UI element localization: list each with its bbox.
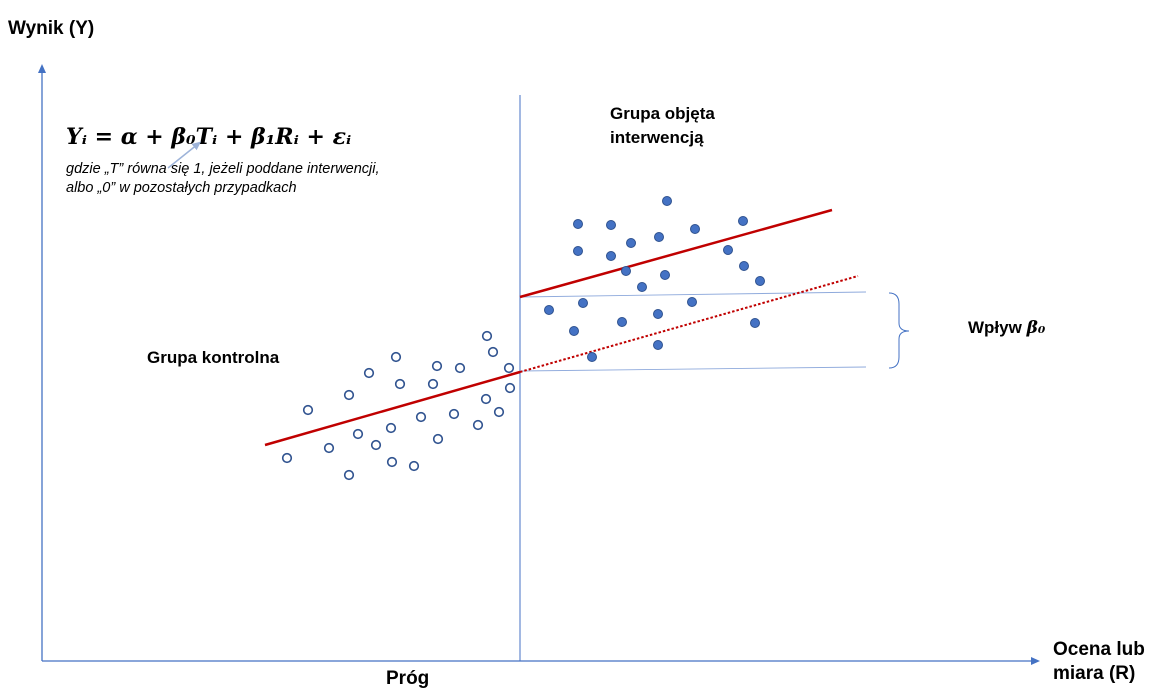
treated-point [653,309,663,319]
treated-regression-line [519,208,833,299]
control-point [386,456,398,468]
control-group-label: Grupa kontrolna [147,348,280,367]
impact-guide-upper [519,291,867,298]
control-point [281,452,293,464]
treated-point [750,318,760,328]
control-point [431,360,443,372]
counterfactual-line [519,275,859,373]
treated-point [569,326,579,336]
control-point [481,330,493,342]
control-point [448,408,460,420]
impact-bracket [888,292,910,369]
control-point [454,362,466,374]
treated-point [739,261,749,271]
control-point [487,346,499,358]
treated-group-label-line2: interwencją [610,128,704,147]
treated-point [544,305,554,315]
control-point [343,469,355,481]
control-point [415,411,427,423]
treated-point [660,270,670,280]
treated-group-label-line1: Grupa objęta [610,104,715,123]
control-point [427,378,439,390]
control-point [480,393,492,405]
y-axis-label: Wynik (Y) [8,18,95,39]
control-point [352,428,364,440]
control-point [504,382,516,394]
control-points [281,330,516,481]
treated-points [544,196,765,362]
control-point [390,351,402,363]
treated-point [617,317,627,327]
treated-point [606,220,616,230]
treated-point [654,232,664,242]
control-point [472,419,484,431]
treated-point [606,251,616,261]
treated-point [662,196,672,206]
treated-point [755,276,765,286]
control-point [503,362,515,374]
treated-point [626,238,636,248]
threshold-label: Próg [386,668,430,689]
control-point [323,442,335,454]
control-point [408,460,420,472]
impact-label-text: Wpływ [968,318,1027,337]
control-point [385,422,397,434]
x-axis-label: Ocena lub miara (R) [1053,638,1145,686]
control-point [363,367,375,379]
control-point [493,406,505,418]
treated-group-label: Grupa objęta interwencją [610,102,810,150]
treated-point [621,266,631,276]
note-arrow [167,141,202,169]
impact-guide-lower [519,366,867,372]
formula-note: gdzie „T” równa się 1, jeżeli poddane in… [66,161,380,196]
treated-point [723,245,733,255]
treated-point [578,298,588,308]
control-point [370,439,382,451]
treated-point [573,219,583,229]
impact-label: Wpływ β₀ [968,318,1045,338]
x-axis-label-line2: miara (R) [1053,663,1136,684]
control-point [343,389,355,401]
treated-point [587,352,597,362]
treated-point [573,246,583,256]
treated-point [690,224,700,234]
treated-point [637,282,647,292]
control-point [432,433,444,445]
x-axis-label-line1: Ocena lub [1053,639,1145,660]
impact-beta-symbol: β₀ [1026,318,1046,338]
treated-point [738,216,748,226]
control-regression-line [264,370,521,447]
control-point [302,404,314,416]
treated-point [687,297,697,307]
control-point [394,378,406,390]
regression-formula: Yᵢ = α + β₀Tᵢ + β₁Rᵢ + εᵢ [66,124,352,150]
treated-point [653,340,663,350]
